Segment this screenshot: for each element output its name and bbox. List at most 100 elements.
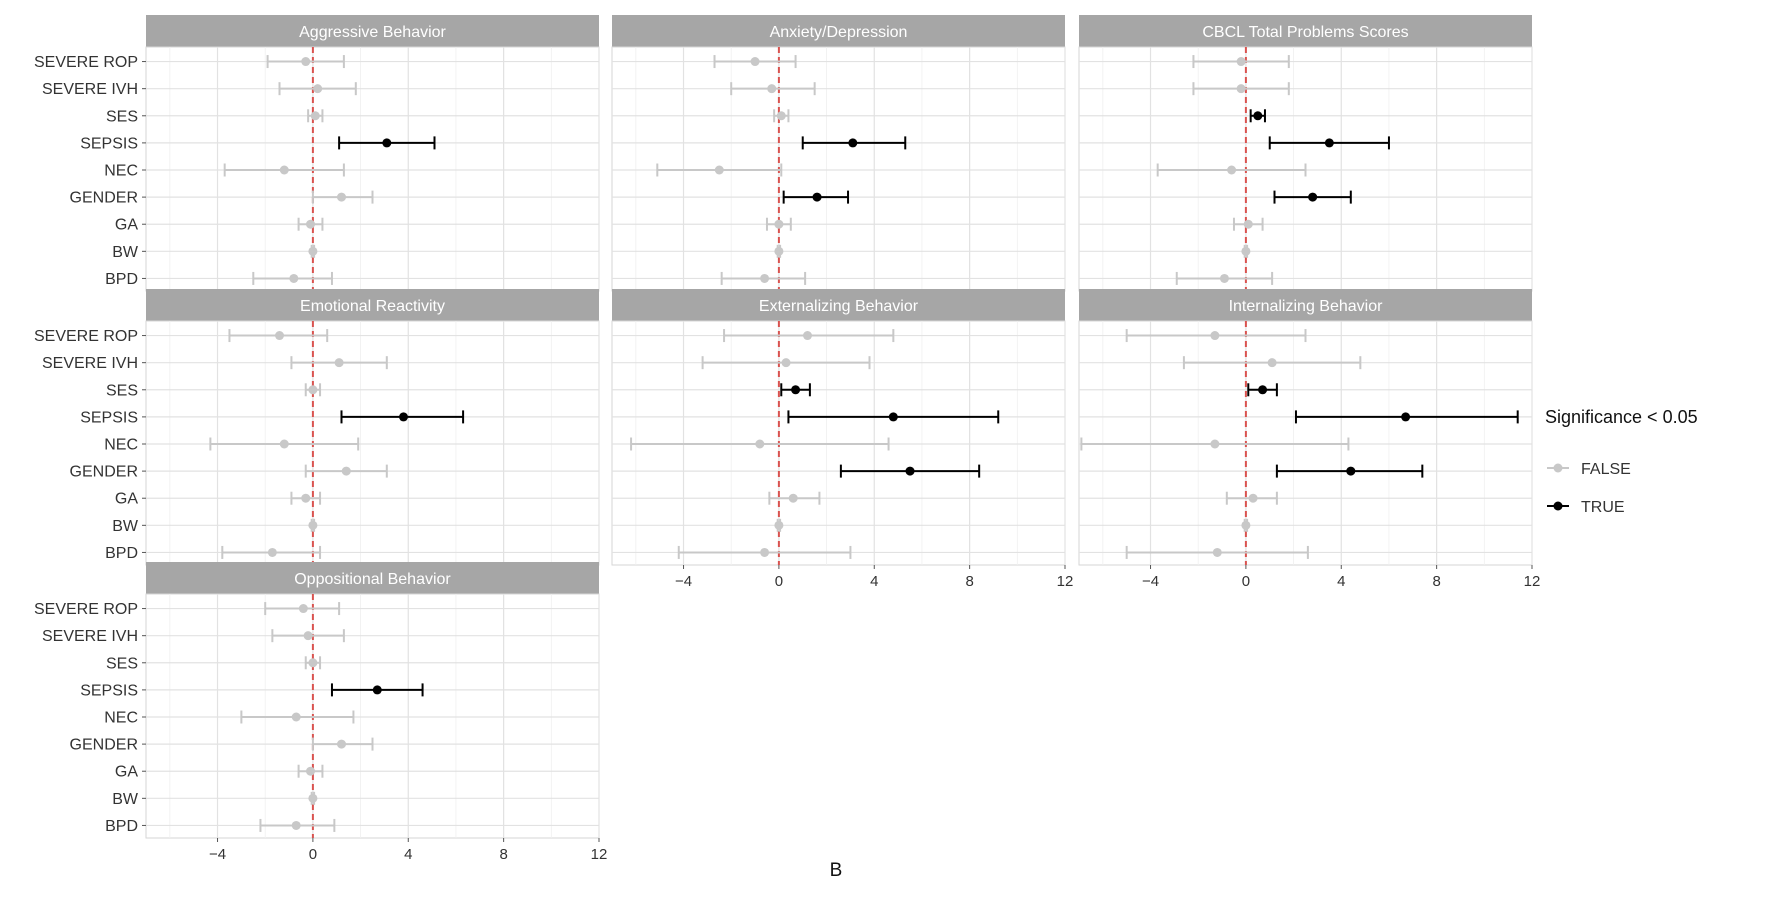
point-estimate xyxy=(310,111,320,121)
panel-title: Internalizing Behavior xyxy=(1229,298,1384,315)
y-tick-label: GA xyxy=(115,491,138,508)
y-tick-label: SEVERE IVH xyxy=(42,81,138,98)
point-estimate xyxy=(1253,111,1263,121)
point-estimate xyxy=(848,138,858,148)
estimate-ses xyxy=(304,656,322,670)
point-estimate xyxy=(341,466,351,476)
point-estimate xyxy=(760,273,770,283)
panel-title: Externalizing Behavior xyxy=(759,298,919,315)
estimate-bw xyxy=(1241,244,1251,258)
estimate-ses xyxy=(780,383,811,397)
legend-entry-false: FALSE xyxy=(1547,461,1631,478)
point-estimate xyxy=(812,192,822,202)
legend-label: TRUE xyxy=(1581,499,1625,516)
y-tick-label: SEPSIS xyxy=(80,682,138,699)
y-tick-label: NEC xyxy=(104,710,138,727)
y-tick-label: BW xyxy=(112,518,139,535)
estimate-severe-rop xyxy=(713,55,797,69)
estimate-gender xyxy=(839,464,981,478)
estimate-bpd xyxy=(221,545,322,559)
grid-lines xyxy=(146,594,600,838)
x-tick-label: 0 xyxy=(309,846,317,863)
y-tick-label: SES xyxy=(106,382,138,399)
estimate-bpd xyxy=(1125,545,1309,559)
point-estimate xyxy=(1210,439,1220,449)
point-estimate xyxy=(279,165,289,175)
estimate-ga xyxy=(1232,217,1264,231)
legend-title: Significance < 0.05 xyxy=(1545,407,1698,427)
point-estimate xyxy=(1241,520,1251,530)
estimate-gender xyxy=(1273,190,1352,204)
y-tick-label: GA xyxy=(115,217,138,234)
estimate-ga xyxy=(768,491,821,505)
panel-aggressive-behavior: Aggressive Behavior SEVERE ROP SEVERE IVH S… xyxy=(34,15,600,292)
estimate-severe-ivh xyxy=(1192,82,1290,96)
legend-entry-true: TRUE xyxy=(1547,499,1625,516)
point-estimate xyxy=(289,273,299,283)
y-tick-label: BPD xyxy=(105,818,138,835)
x-tick-label: 8 xyxy=(1432,573,1440,590)
panel-background xyxy=(145,46,600,292)
point-estimate xyxy=(788,493,798,503)
estimate-ga xyxy=(297,217,324,231)
point-estimate xyxy=(888,412,898,422)
x-tick-label: 8 xyxy=(965,573,973,590)
estimate-gender xyxy=(304,464,388,478)
estimate-nec xyxy=(240,710,355,724)
point-estimate xyxy=(1248,493,1258,503)
point-estimate xyxy=(301,57,311,67)
estimate-bpd xyxy=(252,271,333,285)
point-estimate xyxy=(1267,358,1277,368)
y-tick-label: SEPSIS xyxy=(80,135,138,152)
estimate-ga xyxy=(765,217,792,231)
x-tick-label: 4 xyxy=(404,846,412,863)
panel-strip xyxy=(612,15,1065,47)
estimate-sepsis xyxy=(787,410,1000,424)
point-estimate xyxy=(750,57,760,67)
point-estimate xyxy=(1258,385,1268,395)
y-tick-label: NEC xyxy=(104,163,138,180)
estimate-gender xyxy=(782,190,850,204)
estimate-nec xyxy=(223,163,345,177)
point-estimate xyxy=(1236,84,1246,94)
point-estimate xyxy=(774,219,784,229)
estimate-severe-rop xyxy=(264,602,341,616)
estimate-bw xyxy=(1241,518,1251,532)
point-estimate xyxy=(776,111,786,121)
estimate-severe-ivh xyxy=(290,356,388,370)
x-tick-label: −4 xyxy=(1142,573,1159,590)
legend-key-point xyxy=(1553,501,1563,511)
point-estimate xyxy=(337,192,347,202)
estimate-sepsis xyxy=(1294,410,1519,424)
point-estimate xyxy=(308,385,318,395)
point-estimate xyxy=(781,358,791,368)
panel-title: Emotional Reactivity xyxy=(300,298,445,315)
point-estimate xyxy=(1241,246,1251,256)
panel-strip xyxy=(146,15,599,47)
point-estimate xyxy=(303,631,313,641)
point-estimate xyxy=(291,820,301,830)
point-estimate xyxy=(398,412,408,422)
estimate-ses xyxy=(1247,383,1278,397)
panel-internalizing-behavior: Internalizing Behavior −4 0 4 8 12 xyxy=(1078,289,1540,590)
panel-strip xyxy=(1079,289,1532,321)
estimate-gender xyxy=(311,737,374,751)
estimate-bpd xyxy=(1175,271,1274,285)
estimate-severe-rop xyxy=(1125,329,1307,343)
panel-anxiety-depression: Anxiety/Depression xyxy=(611,15,1066,292)
legend-key-point xyxy=(1553,463,1563,473)
panel-strip xyxy=(1079,15,1532,47)
estimate-bpd xyxy=(677,545,852,559)
panel-title: Oppositional Behavior xyxy=(294,571,451,588)
point-estimate xyxy=(313,84,323,94)
y-tick-label: SES xyxy=(106,108,138,125)
y-tick-label: GENDER xyxy=(70,464,138,481)
panel-oppositional-behavior: Oppositional Behavior SEVERE ROP SEVERE IV… xyxy=(34,562,607,863)
point-estimate xyxy=(905,466,915,476)
point-estimate xyxy=(791,385,801,395)
estimate-sepsis xyxy=(338,136,436,150)
estimate-bw xyxy=(308,791,318,805)
point-estimate xyxy=(279,439,289,449)
estimate-nec xyxy=(630,437,890,451)
